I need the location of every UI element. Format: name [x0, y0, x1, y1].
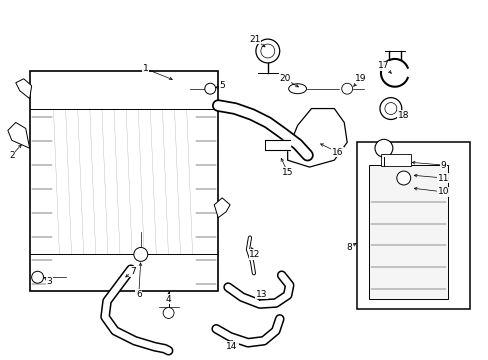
Polygon shape [264, 140, 289, 150]
Text: 13: 13 [256, 289, 267, 298]
Text: 14: 14 [226, 342, 237, 351]
Text: 15: 15 [282, 167, 293, 176]
Polygon shape [214, 198, 230, 218]
Text: 19: 19 [355, 74, 366, 83]
Bar [368, 165, 447, 299]
Text: 6: 6 [136, 289, 142, 298]
Circle shape [255, 39, 279, 63]
Text: 5: 5 [219, 81, 224, 90]
Text: 11: 11 [437, 174, 448, 183]
Text: 8: 8 [346, 243, 351, 252]
Circle shape [384, 103, 396, 114]
Text: 20: 20 [279, 74, 290, 83]
Bar [380, 154, 410, 166]
Text: 18: 18 [397, 111, 408, 120]
Text: 10: 10 [437, 188, 448, 197]
Circle shape [341, 83, 352, 94]
Circle shape [374, 139, 392, 157]
Text: 4: 4 [165, 294, 171, 303]
Text: 3: 3 [46, 277, 52, 286]
Text: 1: 1 [142, 64, 148, 73]
Bar [356, 142, 469, 309]
Circle shape [379, 98, 401, 120]
Circle shape [204, 83, 215, 94]
Circle shape [163, 307, 174, 319]
Polygon shape [8, 122, 30, 148]
Circle shape [32, 271, 43, 283]
Bar [30, 71, 218, 291]
Text: 16: 16 [331, 148, 342, 157]
Text: 21: 21 [249, 35, 260, 44]
Circle shape [396, 171, 410, 185]
Circle shape [134, 247, 147, 261]
Text: 17: 17 [377, 62, 389, 71]
Text: 2: 2 [9, 151, 15, 160]
Polygon shape [16, 79, 32, 99]
Polygon shape [287, 109, 346, 167]
Text: 7: 7 [130, 267, 136, 276]
Circle shape [260, 44, 274, 58]
Text: 12: 12 [249, 250, 260, 259]
Text: 9: 9 [440, 161, 446, 170]
